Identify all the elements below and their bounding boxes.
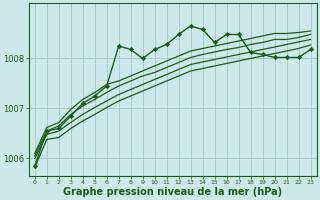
X-axis label: Graphe pression niveau de la mer (hPa): Graphe pression niveau de la mer (hPa)	[63, 187, 282, 197]
